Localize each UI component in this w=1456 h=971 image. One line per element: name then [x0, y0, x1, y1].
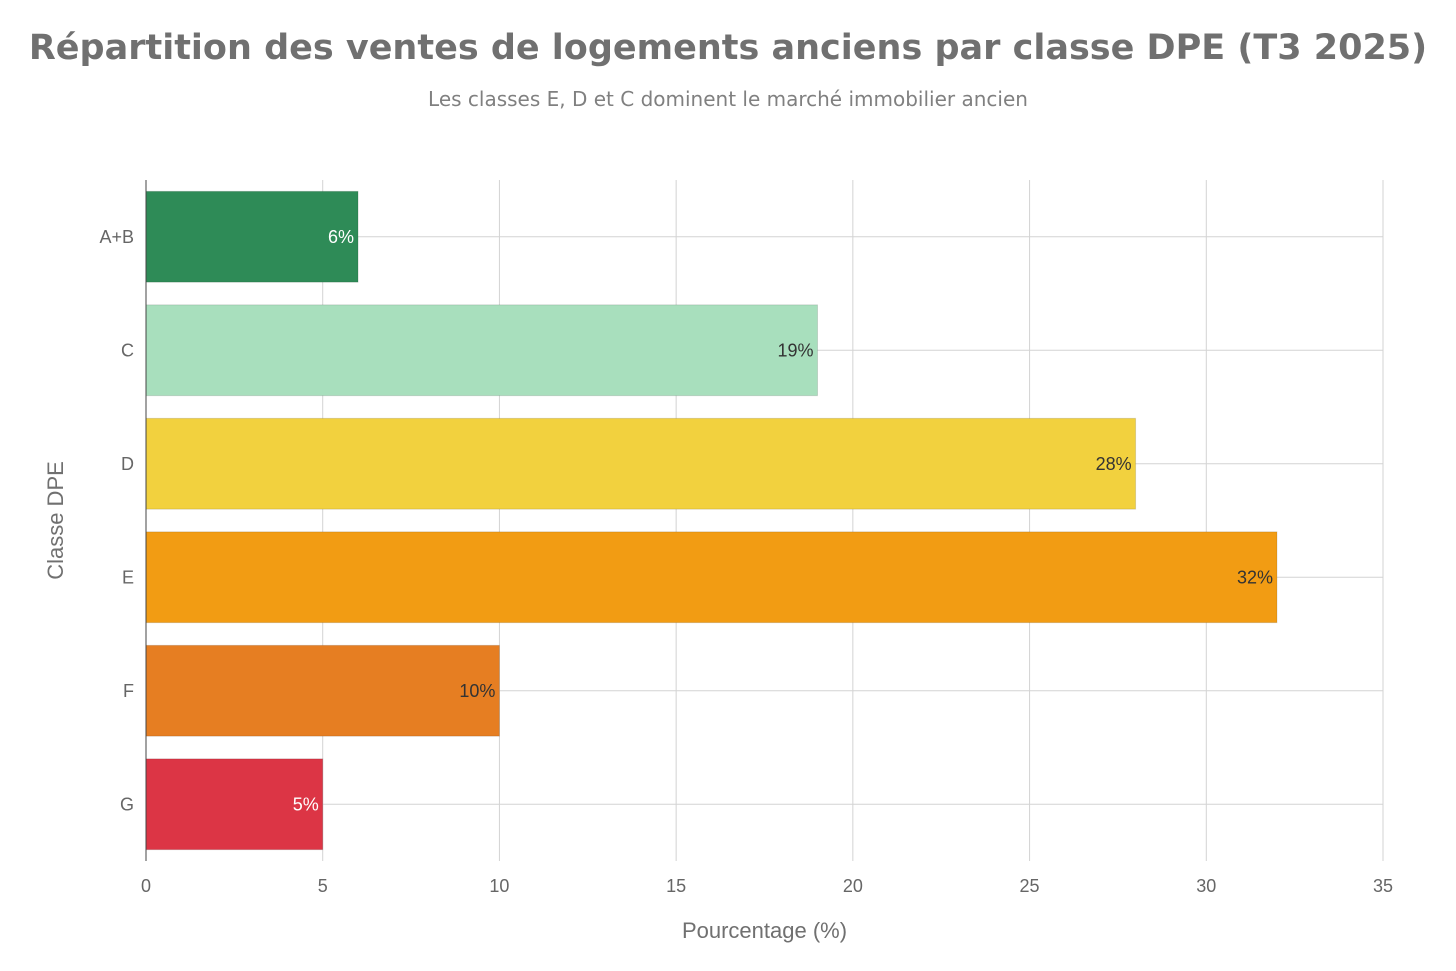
chart-title: Répartition des ventes de logements anci… — [28, 28, 1428, 68]
y-tick-label: D — [121, 454, 134, 474]
x-tick-label: 20 — [843, 876, 863, 896]
bar — [145, 531, 1278, 624]
bar-data-label: 28% — [1096, 454, 1132, 474]
y-tick-label: A+B — [99, 227, 134, 247]
x-tick-label: 0 — [141, 876, 151, 896]
bar — [145, 304, 819, 397]
x-tick-labels: 0 5 10 15 20 25 30 35 — [141, 876, 1393, 896]
bar-data-label: 6% — [328, 227, 354, 247]
y-tick-labels: A+B C D E F G — [99, 227, 134, 815]
bar — [145, 417, 1137, 510]
x-tick-label: 15 — [666, 876, 686, 896]
bar-data-label: 19% — [777, 340, 813, 360]
data-labels: 6% 19% 28% 32% 10% 5% — [293, 227, 1273, 815]
bars — [145, 190, 1278, 851]
y-tick-label: E — [122, 567, 134, 587]
bar-data-label: 10% — [459, 681, 495, 701]
y-tick-label: C — [121, 340, 134, 360]
y-tick-label: G — [120, 794, 134, 814]
bar — [145, 644, 500, 737]
x-tick-label: 25 — [1020, 876, 1040, 896]
chart-subtitle: Les classes E, D et C dominent le marché… — [428, 87, 1028, 111]
x-tick-label: 10 — [489, 876, 509, 896]
x-axis-title: Pourcentage (%) — [682, 918, 847, 943]
bar-data-label: 5% — [293, 794, 319, 814]
bar — [145, 190, 359, 283]
bar — [145, 758, 324, 851]
x-tick-label: 35 — [1373, 876, 1393, 896]
x-tick-label: 5 — [318, 876, 328, 896]
bar-data-label: 32% — [1237, 567, 1273, 587]
y-axis-title: Classe DPE — [43, 461, 68, 580]
y-tick-label: F — [123, 681, 134, 701]
x-tick-label: 30 — [1196, 876, 1216, 896]
